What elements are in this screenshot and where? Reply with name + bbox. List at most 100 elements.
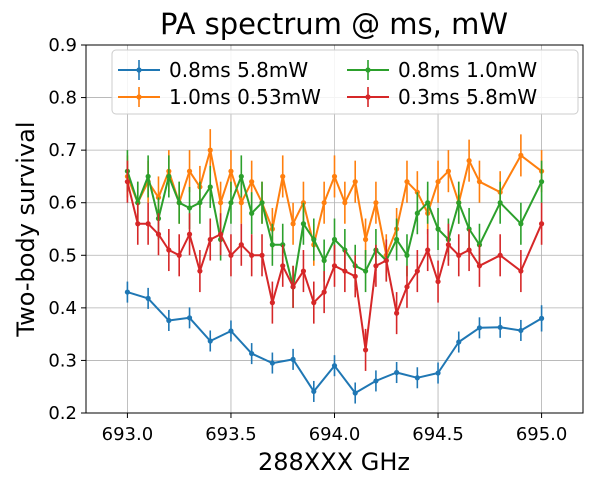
legend-item: 0.8ms 5.8mW — [118, 58, 308, 82]
data-point — [456, 339, 462, 345]
data-point — [238, 173, 244, 180]
data-point — [300, 200, 307, 206]
data-point — [445, 168, 451, 174]
data-point — [394, 236, 400, 243]
data-point — [218, 231, 224, 237]
data-point — [331, 173, 338, 180]
data-point — [435, 278, 441, 285]
y-tick-label: 0.8 — [48, 88, 77, 109]
data-point — [404, 179, 410, 185]
data-point — [207, 338, 213, 344]
chart-title: PA spectrum @ ms, mW — [160, 7, 508, 41]
data-point — [321, 257, 327, 264]
data-point — [373, 378, 379, 384]
data-point — [404, 284, 410, 290]
data-point — [228, 168, 234, 174]
data-point — [414, 189, 420, 195]
data-point — [352, 273, 358, 279]
data-point — [135, 221, 141, 227]
data-point — [166, 247, 172, 253]
data-point — [228, 328, 234, 334]
x-tick-label: 695.0 — [516, 424, 568, 445]
data-point — [321, 289, 327, 295]
data-point — [362, 347, 369, 353]
data-point — [456, 200, 462, 206]
data-point — [186, 205, 193, 211]
data-point — [538, 179, 545, 185]
data-point — [352, 390, 358, 396]
series-layer — [124, 129, 545, 404]
data-point — [414, 210, 420, 216]
data-point — [155, 231, 162, 237]
data-point — [425, 247, 431, 253]
data-point — [197, 200, 203, 206]
legend-item: 1.0ms 0.53mW — [118, 85, 321, 109]
legend-box — [111, 49, 579, 115]
data-point — [290, 356, 296, 362]
data-point — [300, 221, 307, 227]
x-tick-label: 693.5 — [205, 424, 257, 445]
data-point — [311, 236, 317, 243]
data-point — [311, 388, 317, 395]
data-point — [435, 370, 441, 376]
data-point — [435, 179, 441, 185]
data-point — [269, 360, 275, 366]
data-point — [228, 252, 234, 258]
data-point — [414, 375, 420, 381]
legend-item: 0.3ms 5.8mW — [347, 85, 537, 109]
data-point — [518, 221, 524, 227]
data-point — [435, 226, 441, 232]
data-point — [342, 200, 348, 206]
data-point — [476, 179, 483, 185]
data-point — [249, 179, 255, 185]
legend-label: 0.8ms 1.0mW — [398, 58, 537, 82]
data-point — [373, 263, 379, 269]
data-point — [394, 310, 400, 316]
y-tick-label: 0.6 — [48, 193, 77, 214]
y-tick-label: 0.4 — [48, 298, 77, 319]
data-point — [331, 263, 338, 269]
data-point — [352, 179, 358, 185]
y-tick-label: 0.7 — [48, 140, 77, 161]
data-point — [207, 184, 213, 190]
data-point — [249, 210, 255, 216]
data-point — [497, 200, 503, 206]
data-point — [331, 236, 338, 243]
x-tick-label: 694.0 — [309, 424, 361, 445]
data-point — [342, 268, 348, 274]
data-point — [155, 194, 162, 201]
data-point — [269, 242, 275, 248]
data-point — [414, 268, 420, 274]
legend-marker — [365, 67, 371, 73]
data-point — [197, 268, 203, 274]
data-point — [290, 221, 296, 227]
data-point — [176, 252, 182, 258]
x-tick-label: 693.0 — [102, 424, 154, 445]
legend-marker — [136, 67, 142, 73]
data-point — [445, 242, 451, 248]
legend-item: 0.8ms 1.0mW — [347, 58, 537, 82]
data-point — [373, 200, 379, 206]
data-point — [259, 252, 265, 258]
data-point — [186, 168, 193, 174]
data-point — [476, 263, 483, 269]
data-point — [166, 173, 172, 180]
data-point — [145, 295, 151, 301]
data-point — [300, 268, 307, 274]
legend-marker — [365, 94, 371, 100]
data-point — [280, 263, 286, 269]
series-line — [126, 181, 543, 351]
data-point — [176, 200, 182, 206]
data-point — [321, 200, 327, 206]
data-point — [425, 200, 431, 206]
data-point — [135, 200, 141, 206]
data-point — [166, 317, 172, 324]
data-point — [145, 173, 151, 180]
data-point — [280, 173, 286, 180]
data-point — [518, 268, 524, 274]
series-4 — [124, 160, 545, 371]
data-point — [249, 350, 255, 357]
data-point — [466, 158, 472, 164]
data-point — [518, 327, 524, 334]
data-point — [124, 289, 131, 295]
